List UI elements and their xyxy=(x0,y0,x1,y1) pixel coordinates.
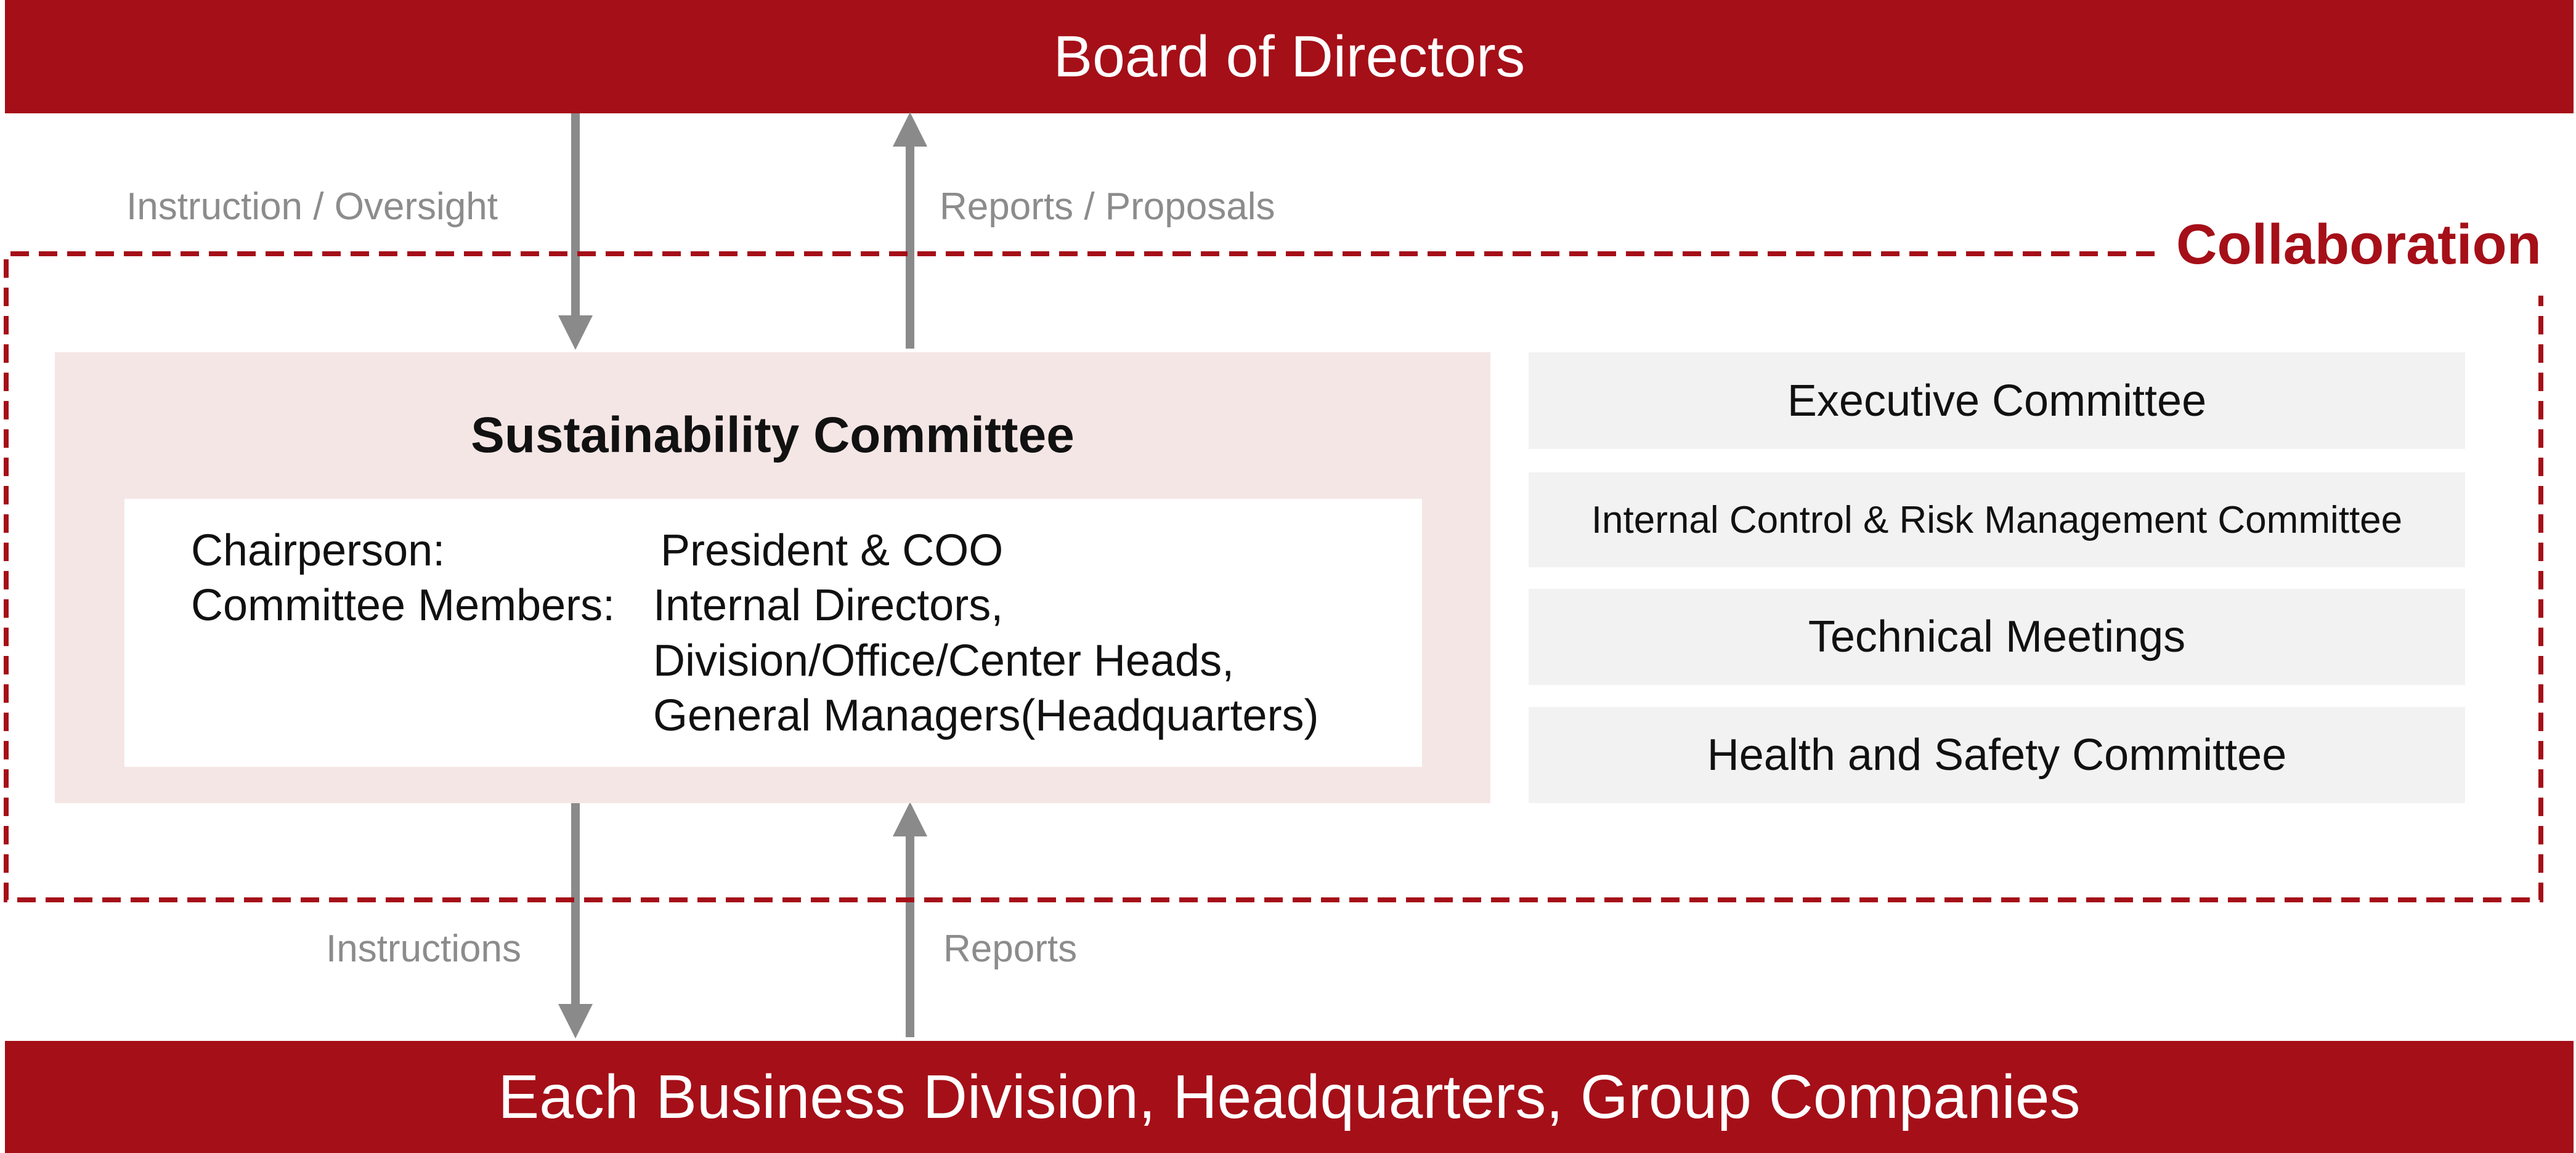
chair-label: Chairperson: xyxy=(191,526,445,575)
chair-value: President & COO xyxy=(660,526,1004,575)
reports-proposals-label: Reports / Proposals xyxy=(940,185,1275,228)
technical-meetings-box: Technical Meetings xyxy=(1529,589,2465,685)
business-divisions-title: Each Business Division, Headquarters, Gr… xyxy=(498,1062,2081,1131)
committee-label: Executive Committee xyxy=(1787,376,2207,426)
collaboration-dashed-border xyxy=(4,251,2543,902)
members-line: Division/Office/Center Heads, xyxy=(653,636,1235,686)
members-label: Committee Members: xyxy=(191,581,616,630)
reports-label: Reports xyxy=(943,928,1078,970)
collaboration-label: Collaboration xyxy=(2176,213,2541,276)
instruction-oversight-label: Instruction / Oversight xyxy=(126,185,498,228)
committee-label: Technical Meetings xyxy=(1808,612,2186,661)
members-line: Internal Directors, xyxy=(653,581,1004,630)
committee-label: Health and Safety Committee xyxy=(1707,730,2287,780)
sustainability-committee-box: Sustainability Committee Chairperson: Pr… xyxy=(55,352,1490,803)
risk-management-committee-box: Internal Control & Risk Management Commi… xyxy=(1529,472,2465,567)
instructions-label: Instructions xyxy=(326,928,522,970)
members-line: General Managers(Headquarters) xyxy=(653,691,1319,740)
executive-committee-box: Executive Committee xyxy=(1529,352,2465,449)
sustainability-committee-title: Sustainability Committee xyxy=(471,407,1075,463)
board-title: Board of Directors xyxy=(1053,23,1526,89)
committee-details-box: Chairperson: President & COO Committee M… xyxy=(124,499,1422,767)
board-of-directors-box: Board of Directors xyxy=(5,0,2574,113)
business-divisions-box: Each Business Division, Headquarters, Gr… xyxy=(5,1041,2574,1153)
health-safety-committee-box: Health and Safety Committee xyxy=(1529,707,2465,803)
committee-label: Internal Control & Risk Management Commi… xyxy=(1591,498,2403,541)
